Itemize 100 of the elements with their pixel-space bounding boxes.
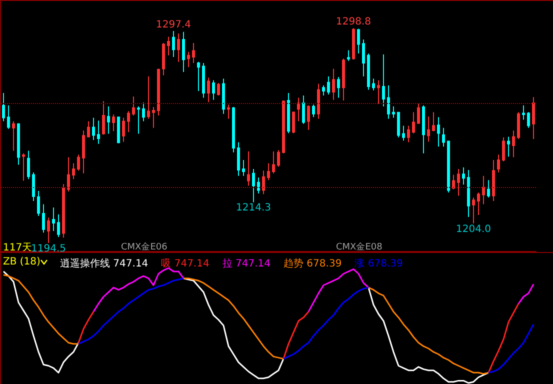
candlestick	[262, 170, 265, 195]
annotation: 117天	[3, 242, 32, 254]
candlestick	[92, 117, 95, 140]
candlestick	[497, 154, 500, 173]
candlestick	[462, 166, 465, 186]
candlestick	[492, 159, 495, 202]
candlestick	[22, 152, 25, 182]
candlestick	[487, 180, 490, 198]
candlestick	[2, 92, 5, 122]
candlestick	[137, 106, 140, 134]
candlestick	[502, 136, 505, 162]
text: 1297.4	[156, 20, 191, 31]
text: 吸 747.14	[161, 258, 210, 270]
text: 逍遥操作线 747.14	[60, 258, 148, 270]
candlestick	[257, 176, 260, 194]
candlestick	[357, 28, 360, 54]
candlestick	[157, 68, 160, 116]
candlestick	[522, 104, 525, 120]
candlestick	[432, 112, 435, 132]
candlestick	[302, 95, 305, 124]
candlestick	[167, 36, 170, 56]
text: 1214.3	[236, 202, 271, 214]
candlestick	[457, 168, 460, 196]
candlestick	[102, 100, 105, 136]
chart-title: ZB (18)	[3, 256, 41, 268]
candlestick	[297, 97, 300, 122]
annotation: CMX金E08	[336, 242, 383, 252]
candlestick	[222, 78, 225, 114]
candlestick	[207, 77, 210, 103]
candlestick	[87, 120, 90, 138]
candlestick	[517, 112, 520, 140]
candlestick	[417, 103, 420, 124]
candlestick	[442, 127, 445, 148]
candlestick	[107, 106, 110, 134]
candlestick	[277, 150, 280, 168]
candlestick	[97, 120, 100, 144]
candlestick	[322, 84, 325, 96]
candlestick	[227, 104, 230, 120]
candlestick	[372, 78, 375, 91]
candlestick	[187, 51, 190, 68]
candlestick	[247, 150, 250, 186]
candlestick	[327, 76, 330, 95]
candlestick	[412, 112, 415, 134]
candlestick	[112, 114, 115, 132]
candlestick	[177, 33, 180, 62]
candlestick	[427, 116, 430, 142]
candlestick	[172, 30, 175, 58]
candlestick	[362, 38, 365, 77]
candlestick	[342, 58, 345, 101]
candlestick	[182, 31, 185, 73]
candlestick	[62, 184, 65, 238]
candlestick	[282, 100, 285, 154]
candlestick	[392, 106, 395, 118]
candlestick	[312, 104, 315, 118]
candlestick	[237, 142, 240, 176]
candlestick	[352, 28, 355, 60]
candlestick	[52, 207, 55, 232]
candlestick	[292, 112, 295, 134]
candlestick	[77, 154, 80, 172]
candlestick	[132, 96, 135, 116]
candlestick	[12, 120, 15, 152]
candlestick	[202, 62, 205, 98]
candlestick	[117, 116, 120, 144]
candlestick	[162, 42, 165, 76]
candlestick	[152, 106, 155, 128]
candlestick	[67, 156, 70, 192]
candlestick	[127, 110, 130, 133]
candlestick	[477, 192, 480, 216]
candlestick	[337, 76, 340, 98]
candlestick	[147, 76, 150, 120]
candlestick	[242, 159, 245, 176]
text: 1298.8	[336, 16, 371, 28]
candlestick	[437, 116, 440, 148]
candlestick	[402, 125, 405, 142]
candlestick	[232, 106, 235, 153]
candlestick	[387, 84, 390, 120]
candlestick	[422, 104, 425, 154]
candlestick	[122, 117, 125, 142]
candlestick	[192, 42, 195, 64]
candlestick	[377, 80, 380, 104]
candlestick	[367, 52, 370, 90]
text: 1204.0	[456, 224, 491, 235]
candlestick	[507, 136, 510, 158]
candlestick	[527, 112, 530, 128]
candlestick	[217, 82, 220, 96]
candlestick	[142, 102, 145, 122]
candlestick	[532, 96, 535, 140]
candlestick	[197, 61, 200, 92]
candlestick	[42, 204, 45, 234]
candlestick	[332, 68, 335, 100]
candlestick	[382, 54, 385, 107]
candlestick	[287, 92, 290, 134]
annotation: CMX金E06	[121, 242, 168, 252]
text: 涨 678.39	[354, 258, 403, 270]
candlestick	[267, 162, 270, 181]
candlestick	[447, 140, 450, 194]
candlestick	[467, 170, 470, 218]
candlestick	[17, 122, 20, 166]
candlestick	[482, 175, 485, 205]
candlestick	[72, 162, 75, 180]
